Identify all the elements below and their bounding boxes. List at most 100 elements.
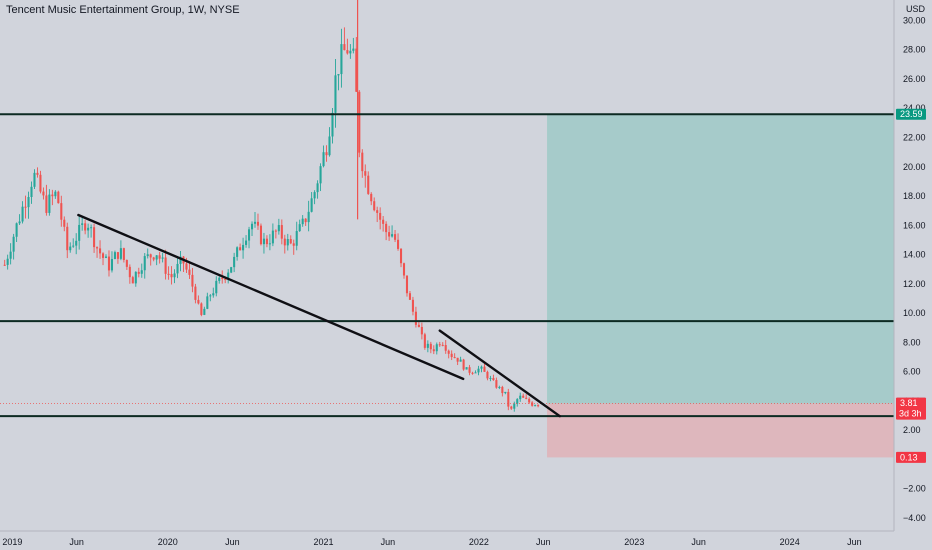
candle-body-down bbox=[185, 263, 188, 270]
candle-body-down bbox=[447, 350, 450, 354]
candle-body-down bbox=[45, 195, 48, 213]
price-tag bbox=[896, 108, 926, 120]
y-tick-label: 30.00 bbox=[903, 15, 926, 25]
candle-body-up bbox=[9, 251, 12, 259]
candle-body-down bbox=[188, 269, 191, 275]
x-tick-label: Jun bbox=[69, 537, 84, 547]
candle-body-up bbox=[161, 257, 164, 259]
candle-body-down bbox=[468, 367, 471, 373]
candle-body-down bbox=[274, 230, 277, 232]
candle-body-down bbox=[402, 263, 406, 276]
candle-body-up bbox=[480, 366, 483, 369]
price-tag-label: 0.13 bbox=[900, 452, 918, 462]
candle-body-down bbox=[358, 91, 361, 153]
candle-body-down bbox=[101, 253, 105, 258]
candle-body-up bbox=[6, 258, 9, 265]
candle-body-down bbox=[385, 223, 388, 233]
candle-body-up bbox=[27, 196, 30, 208]
candle-body-down bbox=[432, 349, 435, 352]
candle-body-down bbox=[24, 206, 27, 208]
x-tick-label: Jun bbox=[225, 537, 240, 547]
candle-body-up bbox=[119, 248, 122, 259]
candle-body-up bbox=[176, 263, 179, 274]
trend-line bbox=[438, 329, 562, 418]
candle-body-down bbox=[304, 218, 307, 223]
candle-body-up bbox=[72, 245, 75, 247]
candle-body-up bbox=[295, 231, 298, 246]
candle-body-up bbox=[337, 74, 340, 76]
candle-body-down bbox=[164, 257, 167, 274]
x-tick-label: Jun bbox=[847, 537, 862, 547]
horizontal-levels bbox=[0, 113, 894, 418]
candle-body-down bbox=[361, 152, 364, 172]
candle-body-up bbox=[69, 246, 72, 251]
candle-body-down bbox=[453, 357, 456, 359]
candle-body-up bbox=[227, 272, 230, 280]
y-tick-label: 2.00 bbox=[903, 425, 921, 435]
candle-body-up bbox=[242, 244, 245, 251]
candle-body-down bbox=[525, 397, 528, 399]
candle-body-up bbox=[286, 239, 289, 246]
trend-line bbox=[77, 213, 465, 381]
candle-body-down bbox=[388, 232, 391, 237]
candle-body-up bbox=[33, 172, 36, 187]
candle-body-up bbox=[218, 277, 221, 281]
y-tick-label: 12.00 bbox=[903, 279, 926, 289]
candle-body-up bbox=[104, 256, 108, 258]
candle-body-down bbox=[355, 48, 358, 92]
candle-body-up bbox=[236, 247, 239, 257]
candle-body-down bbox=[98, 248, 102, 254]
candle-body-up bbox=[78, 224, 81, 241]
candle-body-up bbox=[349, 50, 352, 54]
candle-body-down bbox=[522, 395, 525, 398]
candle-body-down bbox=[149, 254, 152, 258]
candle-body-down bbox=[122, 248, 125, 260]
candle-body-up bbox=[477, 368, 480, 373]
candle-body-down bbox=[417, 324, 420, 327]
candle-body-up bbox=[87, 227, 90, 231]
candle-body-down bbox=[158, 255, 161, 259]
x-tick-label: 2022 bbox=[469, 537, 489, 547]
candle-body-up bbox=[307, 211, 310, 223]
candle-body-up bbox=[313, 192, 316, 199]
candle-body-down bbox=[396, 239, 400, 249]
candle-body-up bbox=[391, 234, 394, 237]
x-tick-label: 2020 bbox=[158, 537, 178, 547]
candle-body-up bbox=[12, 236, 15, 252]
candle-body-up bbox=[319, 166, 322, 184]
candle-body-up bbox=[212, 293, 215, 296]
candle-body-down bbox=[36, 172, 39, 175]
candle-body-down bbox=[394, 234, 397, 240]
price-tag-label: 3.81 bbox=[900, 398, 918, 408]
candle-body-up bbox=[516, 399, 519, 404]
candle-body-down bbox=[167, 273, 170, 275]
candle-body-down bbox=[441, 344, 444, 346]
candle-body-down bbox=[125, 259, 128, 267]
candle-body-down bbox=[501, 386, 504, 394]
candle-body-down bbox=[200, 303, 203, 315]
price-tag-sublabel: 3d 3h bbox=[899, 409, 922, 419]
candle-body-up bbox=[316, 183, 319, 193]
candle-body-down bbox=[60, 203, 63, 220]
candle-body-up bbox=[18, 221, 21, 224]
time-scale-bg bbox=[0, 531, 894, 550]
candle-body-down bbox=[364, 171, 367, 176]
y-tick-label: 18.00 bbox=[903, 191, 926, 201]
candle-body-down bbox=[3, 264, 6, 266]
candle-body-up bbox=[215, 280, 218, 294]
candle-body-down bbox=[531, 402, 534, 406]
candle-body-up bbox=[498, 386, 501, 388]
candle-body-down bbox=[259, 225, 263, 245]
candle-body-up bbox=[143, 256, 146, 271]
candle-body-down bbox=[376, 210, 379, 213]
candle-body-up bbox=[48, 194, 51, 213]
candle-body-down bbox=[346, 50, 349, 54]
candle-body-up bbox=[534, 405, 537, 407]
x-tick-label: 2023 bbox=[624, 537, 644, 547]
y-tick-label: 26.00 bbox=[903, 74, 926, 84]
candle-body-down bbox=[96, 247, 99, 249]
candlesticks bbox=[3, 0, 540, 412]
target-zone bbox=[547, 114, 894, 404]
